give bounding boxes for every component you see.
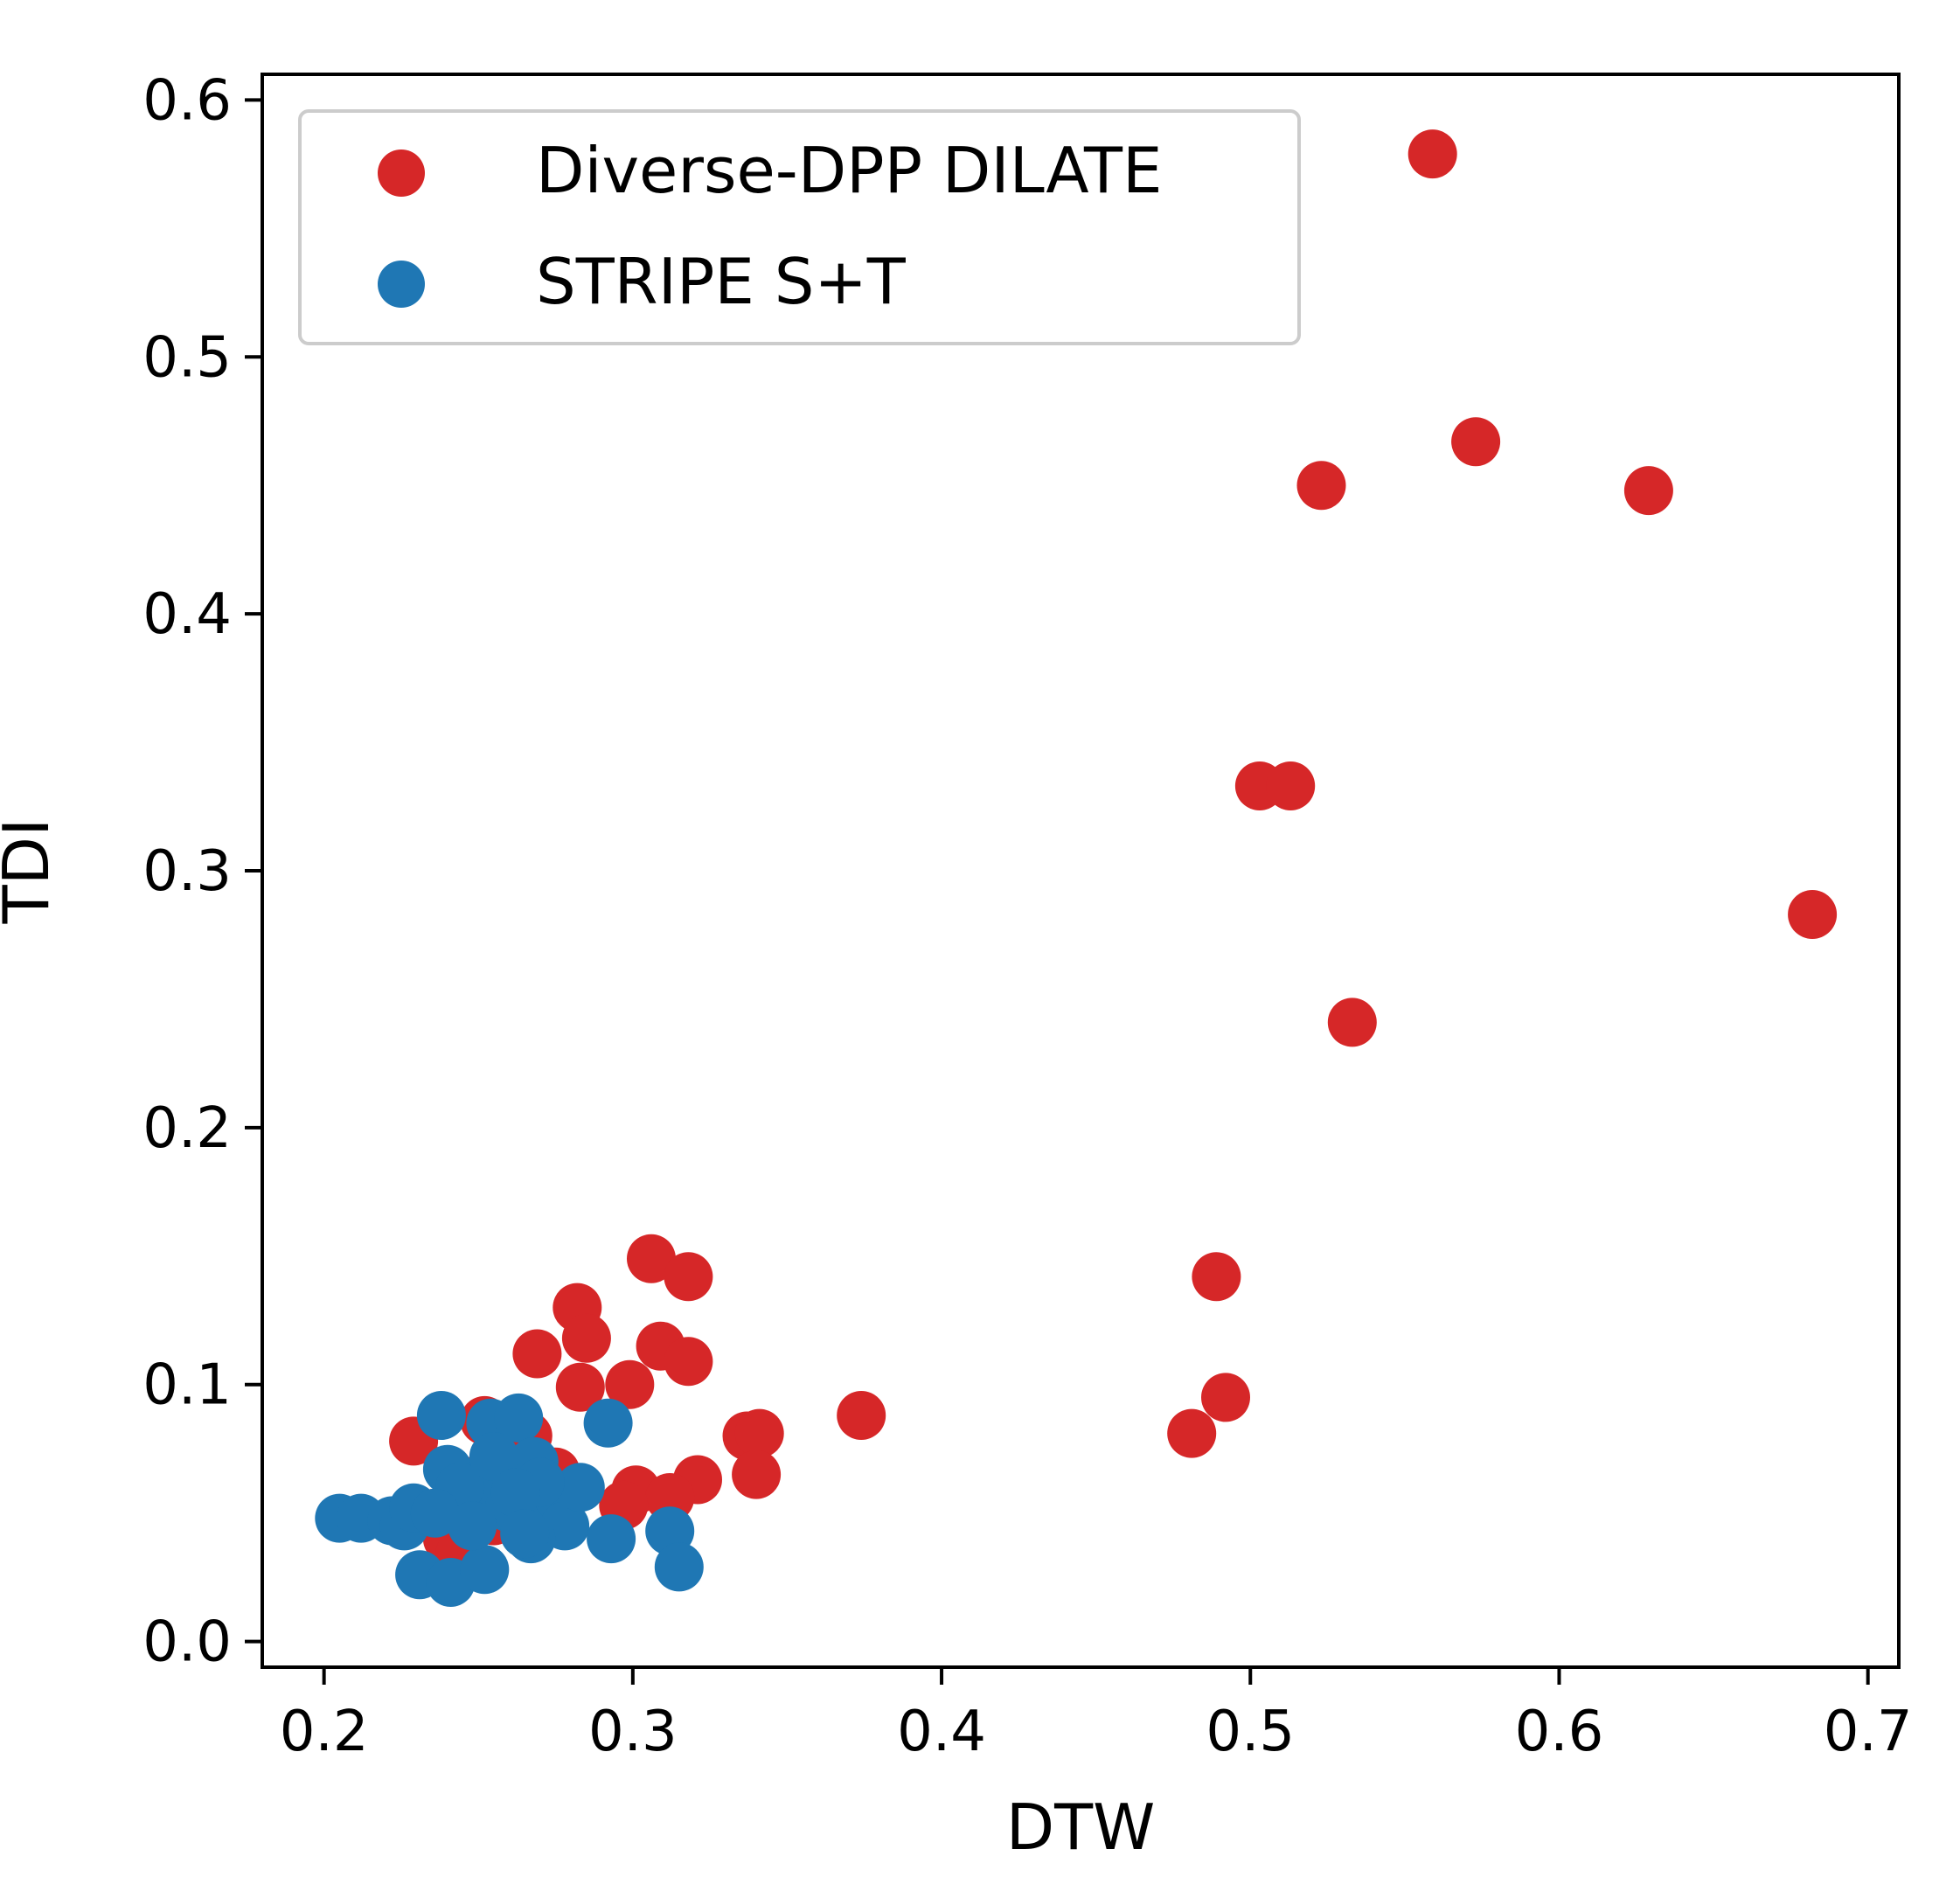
point-stripe-30 bbox=[410, 1488, 460, 1538]
legend-marker-stripe bbox=[378, 261, 425, 308]
y-tick-label: 0.4 bbox=[142, 582, 232, 647]
point-dilate-15 bbox=[561, 1313, 611, 1363]
point-stripe-24 bbox=[460, 1545, 510, 1595]
legend-label-stripe: STRIPE S+T bbox=[536, 245, 907, 318]
point-dilate-13 bbox=[664, 1252, 713, 1302]
point-dilate-1 bbox=[1451, 417, 1501, 467]
y-tick-label: 0.1 bbox=[142, 1353, 232, 1418]
point-dilate-19 bbox=[555, 1362, 605, 1412]
points-layer bbox=[315, 129, 1838, 1607]
point-stripe-21 bbox=[654, 1542, 704, 1592]
point-stripe-27 bbox=[469, 1432, 518, 1481]
point-dilate-18 bbox=[664, 1337, 713, 1387]
point-stripe-11 bbox=[494, 1393, 544, 1443]
point-stripe-17 bbox=[555, 1463, 605, 1512]
legend-marker-dilate bbox=[378, 149, 425, 197]
point-dilate-9 bbox=[1201, 1373, 1250, 1422]
y-axis-title: TDI bbox=[0, 818, 63, 925]
y-tick-label: 0.0 bbox=[142, 1610, 232, 1675]
legend-label-dilate: Diverse-DPP DILATE bbox=[536, 134, 1162, 207]
point-stripe-18 bbox=[583, 1398, 633, 1448]
point-stripe-33 bbox=[500, 1509, 550, 1559]
point-stripe-5 bbox=[416, 1391, 466, 1440]
point-dilate-12 bbox=[627, 1234, 676, 1283]
x-axis: 0.2 0.3 0.4 0.5 0.6 0.7 bbox=[280, 1667, 1913, 1764]
point-dilate-6 bbox=[1788, 890, 1838, 939]
point-dilate-5 bbox=[1266, 761, 1316, 810]
y-tick-label: 0.3 bbox=[142, 839, 232, 904]
point-dilate-11 bbox=[837, 1391, 886, 1440]
x-axis-title: DTW bbox=[1006, 1790, 1156, 1864]
point-stripe-19 bbox=[587, 1514, 636, 1564]
x-tick-label: 0.2 bbox=[280, 1700, 369, 1764]
x-tick-label: 0.5 bbox=[1206, 1700, 1295, 1764]
y-tick-label: 0.2 bbox=[142, 1096, 232, 1161]
point-dilate-20 bbox=[605, 1359, 655, 1409]
y-tick-label: 0.5 bbox=[142, 325, 232, 390]
point-dilate-0 bbox=[1407, 129, 1457, 179]
point-dilate-3 bbox=[1623, 466, 1673, 516]
x-tick-label: 0.3 bbox=[588, 1700, 678, 1764]
point-dilate-10 bbox=[1167, 1408, 1217, 1458]
y-axis: 0.0 0.1 0.2 0.3 0.4 0.5 0.6 bbox=[142, 68, 262, 1675]
legend: Diverse-DPP DILATE STRIPE S+T bbox=[298, 109, 1301, 345]
point-dilate-23 bbox=[732, 1450, 782, 1499]
legend-box bbox=[298, 109, 1301, 345]
point-dilate-7 bbox=[1327, 998, 1377, 1047]
y-tick-label: 0.6 bbox=[142, 68, 232, 133]
x-tick-label: 0.6 bbox=[1515, 1700, 1604, 1764]
x-tick-label: 0.4 bbox=[897, 1700, 986, 1764]
point-dilate-16 bbox=[512, 1329, 562, 1379]
x-tick-label: 0.7 bbox=[1824, 1700, 1913, 1764]
point-dilate-8 bbox=[1192, 1252, 1241, 1302]
point-stripe-31 bbox=[448, 1501, 497, 1551]
point-dilate-22 bbox=[734, 1408, 784, 1458]
point-stripe-32 bbox=[490, 1468, 540, 1518]
point-dilate-2 bbox=[1296, 461, 1346, 511]
